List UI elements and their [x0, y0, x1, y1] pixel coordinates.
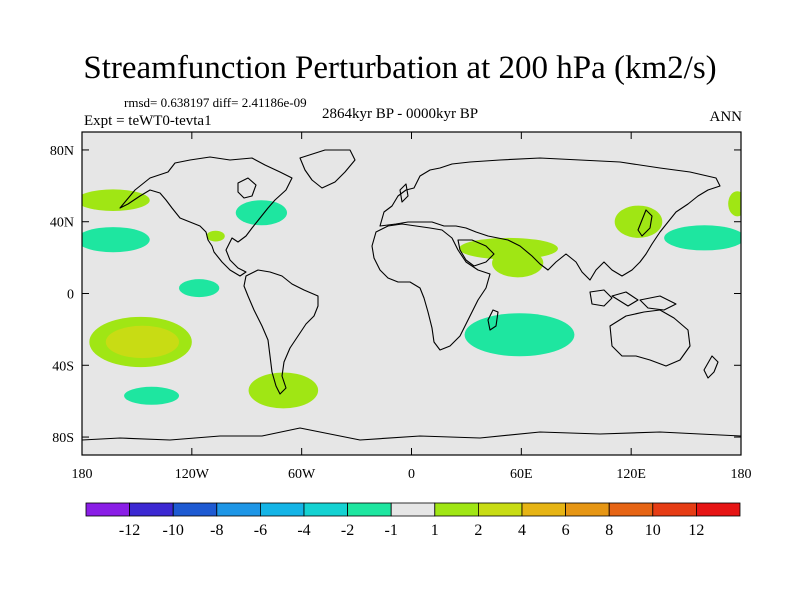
coastline-greenland: [299, 149, 356, 189]
stats-label: rmsd= 0.638197 diff= 2.41186e-09: [124, 95, 307, 110]
coastline-antarctica: [82, 427, 741, 441]
colorbar-label: -4: [297, 522, 310, 539]
x-tick-label: 0: [408, 467, 415, 482]
x-tick-label: 180: [72, 467, 93, 482]
x-tick-label: 120E: [616, 467, 646, 482]
y-tick-label: 80N: [50, 144, 74, 159]
anomaly-dateline-positive: [728, 191, 741, 217]
colorbar-swatch: [85, 502, 130, 517]
colorbar-swatch: [259, 502, 305, 517]
colorbar-swatch: [347, 502, 392, 517]
period-label: 2864kyr BP - 0000kyr BP: [322, 106, 479, 122]
coastline-japan: [637, 209, 653, 237]
colorbar-label: 1: [431, 522, 439, 539]
colorbar-swatch: [434, 502, 479, 517]
colorbar-swatch: [521, 502, 566, 517]
colorbar-swatch: [696, 502, 741, 517]
anomaly-north-pacific-east-negative: [664, 225, 741, 251]
experiment-label: Expt = teWT0-tevta1: [84, 113, 212, 129]
coastline-hudson-bay: [237, 177, 257, 199]
coastline-eurasia: [379, 157, 721, 281]
coastline-indonesia: [589, 289, 677, 311]
anomaly-arabia-positive: [492, 248, 544, 278]
y-tick-label: 80S: [52, 431, 74, 446]
y-tick-label: 40N: [50, 216, 74, 231]
colorbar-label: -2: [341, 522, 354, 539]
colorbar-label: 8: [605, 522, 613, 539]
anomaly-north-pacific-west-negative: [82, 227, 150, 253]
x-tick-label: 60W: [288, 467, 316, 482]
colorbar-swatch: [608, 502, 654, 517]
coastlines: [82, 149, 741, 441]
colorbar-label: 6: [562, 522, 570, 539]
colorbar-label: 12: [688, 522, 704, 539]
colorbar-swatch: [477, 502, 523, 517]
colorbar-label: -10: [163, 522, 184, 539]
coastline-australia: [609, 309, 691, 367]
coastline-africa: [371, 223, 491, 351]
colorbar-swatch: [216, 502, 261, 517]
colorbar-swatch: [390, 502, 436, 517]
colorbar-label: 2: [474, 522, 482, 539]
anomaly-south-pacific-negative: [124, 386, 180, 405]
colorbar-label: 4: [518, 522, 526, 539]
coastline-madagascar: [487, 309, 499, 331]
anomaly-indian-ocean-negative: [464, 313, 575, 357]
colorbar-swatch: [129, 502, 174, 517]
anomaly-north-pacific-west-positive: [82, 189, 150, 211]
y-tick-label: 40S: [52, 359, 74, 374]
anomaly-mexico-positive: [206, 230, 225, 242]
x-tick-label: 120W: [175, 467, 210, 482]
anomaly-east-asia-positive: [614, 205, 663, 238]
coastline-new-zealand: [703, 355, 719, 379]
colorbar-label: -1: [385, 522, 398, 539]
colorbar-label: 10: [645, 522, 661, 539]
x-tick-label: 180: [731, 467, 752, 482]
coastline-north-america: [119, 156, 293, 277]
coastline-arabia: [457, 239, 495, 267]
chart-title: Streamfunction Perturbation at 200 hPa (…: [83, 50, 717, 86]
colorbar-swatch: [652, 502, 697, 517]
coastline-uk: [399, 183, 409, 203]
coastline-south-america: [243, 269, 319, 395]
colorbar-label: -6: [254, 522, 267, 539]
season-label: ANN: [709, 109, 743, 125]
colorbar-label: -12: [119, 522, 140, 539]
colorbar-swatch: [172, 502, 218, 517]
colorbar-label: -8: [210, 522, 223, 539]
x-tick-label: 60E: [510, 467, 533, 482]
map-background: [82, 132, 741, 455]
anomaly-north-america-negative: [235, 200, 288, 226]
anomaly-equatorial-pacific-negative: [179, 279, 220, 298]
anomaly-south-pacific-core: [105, 325, 180, 359]
y-tick-label: 0: [67, 288, 74, 303]
colorbar-swatch: [565, 502, 610, 517]
colorbar-swatch: [303, 502, 348, 517]
